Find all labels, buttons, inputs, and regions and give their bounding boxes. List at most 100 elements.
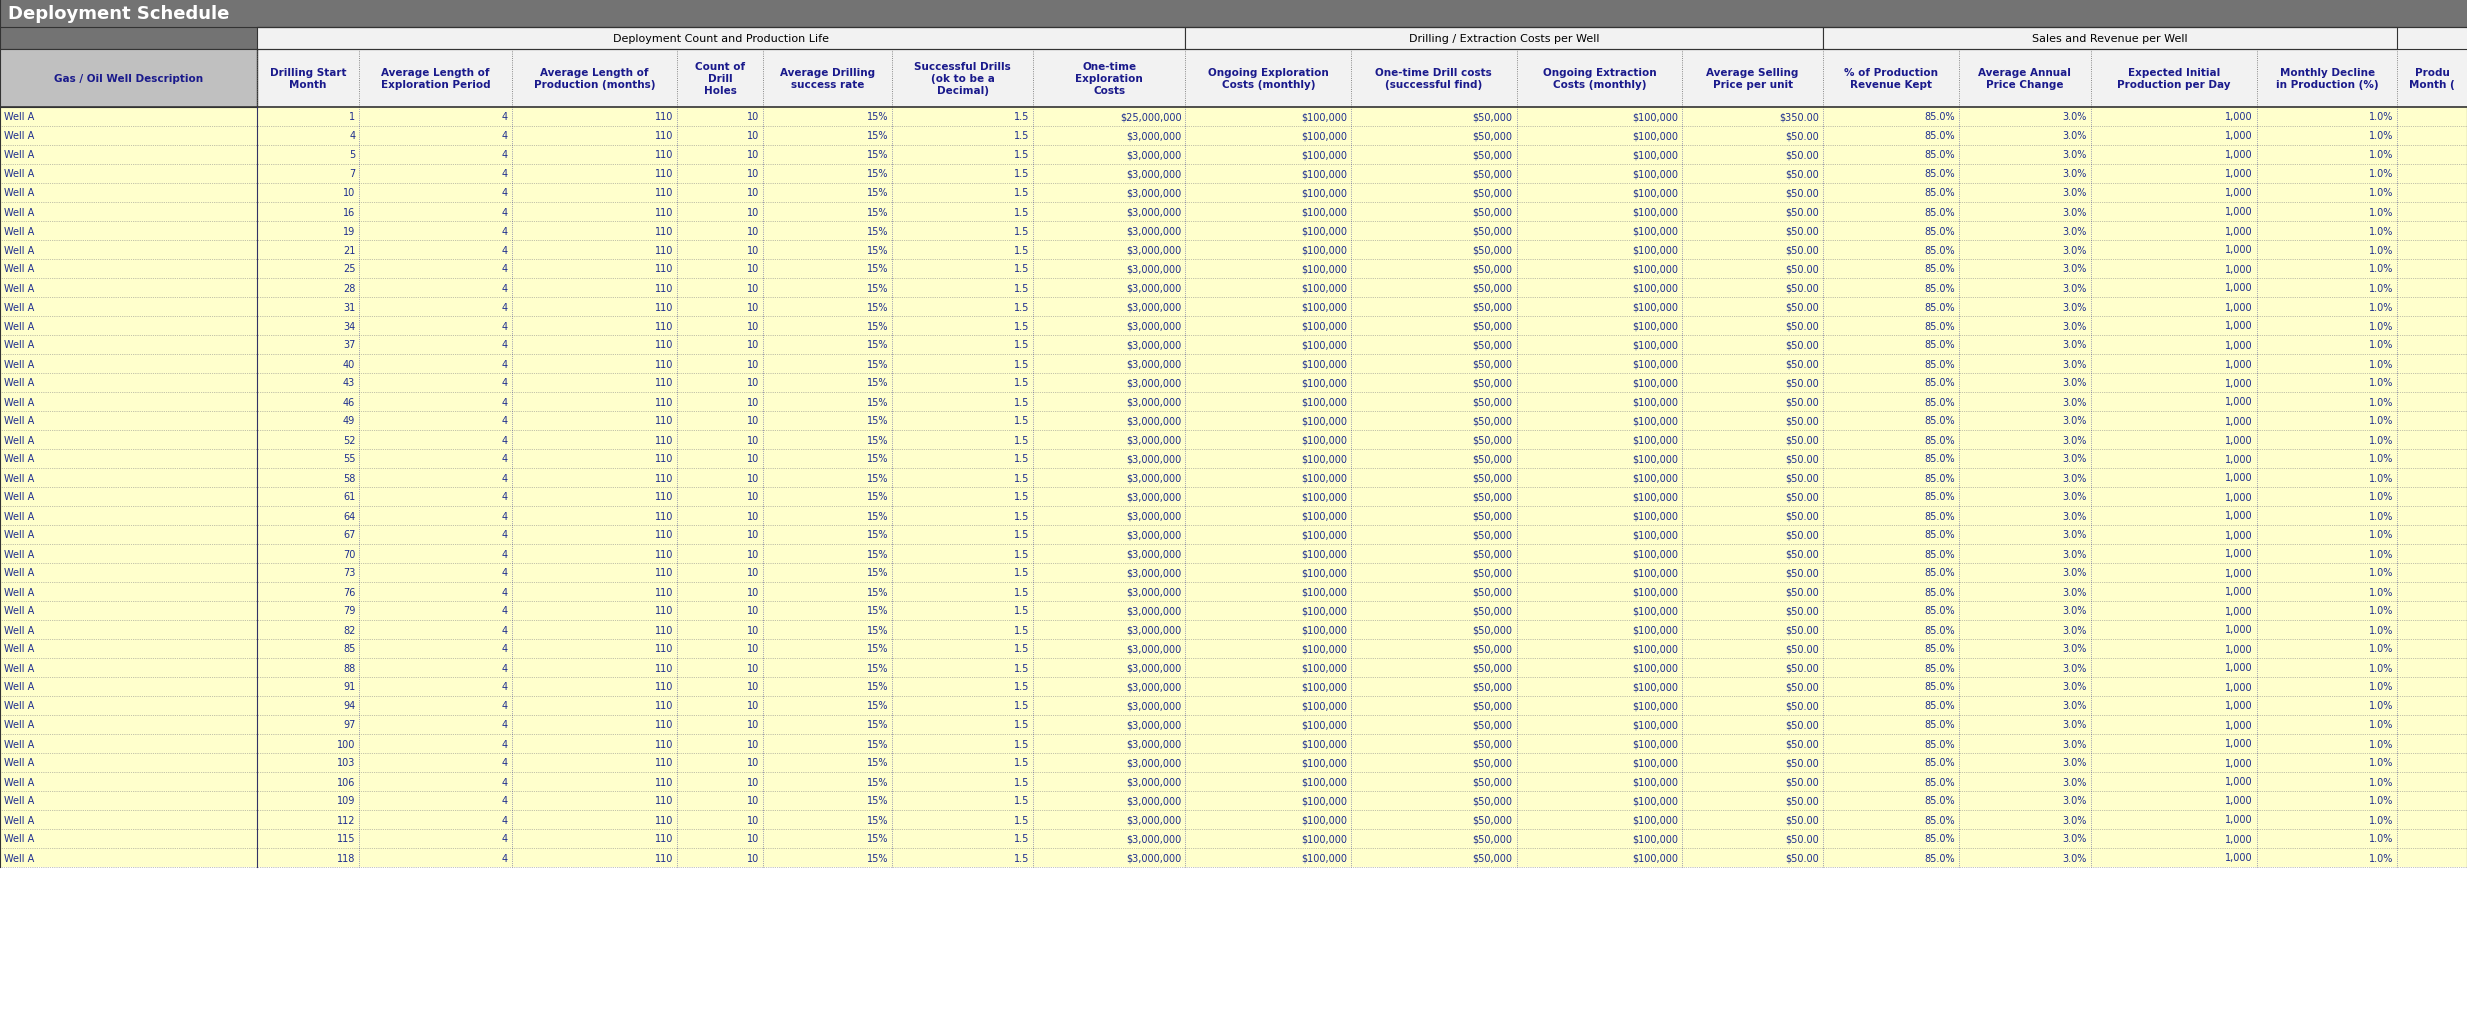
Text: $50.00: $50.00 <box>1786 169 1818 179</box>
Text: 110: 110 <box>654 511 673 521</box>
Text: 3.0%: 3.0% <box>2062 112 2087 122</box>
Text: 1,000: 1,000 <box>2225 776 2252 787</box>
Text: $3,000,000: $3,000,000 <box>1127 568 1182 578</box>
Text: $3,000,000: $3,000,000 <box>1127 207 1182 217</box>
Text: 1,000: 1,000 <box>2225 303 2252 312</box>
Text: $100,000: $100,000 <box>1300 473 1347 483</box>
Bar <box>0 50 257 108</box>
Text: 4: 4 <box>501 189 508 199</box>
Text: 110: 110 <box>654 359 673 369</box>
Text: Well A: Well A <box>5 226 35 236</box>
Bar <box>0 753 2467 772</box>
Text: 10: 10 <box>748 435 760 445</box>
Text: 10: 10 <box>748 207 760 217</box>
Bar <box>1352 50 1517 108</box>
Bar <box>1823 50 1959 108</box>
Text: 1.5: 1.5 <box>1014 303 1029 312</box>
Text: 1.0%: 1.0% <box>2368 606 2393 615</box>
Text: $50,000: $50,000 <box>1473 416 1512 426</box>
Text: 3.0%: 3.0% <box>2062 454 2087 464</box>
Text: 16: 16 <box>343 207 355 217</box>
Bar <box>0 374 2467 392</box>
Text: 85.0%: 85.0% <box>1924 303 1954 312</box>
Text: 3.0%: 3.0% <box>2062 644 2087 654</box>
Text: 85.0%: 85.0% <box>1924 644 1954 654</box>
Text: $100,000: $100,000 <box>1633 359 1678 369</box>
Text: 1.0%: 1.0% <box>2368 359 2393 369</box>
Text: 110: 110 <box>654 587 673 597</box>
Text: $3,000,000: $3,000,000 <box>1127 739 1182 749</box>
Text: $50.00: $50.00 <box>1786 834 1818 844</box>
Text: Well A: Well A <box>5 834 35 844</box>
Text: 3.0%: 3.0% <box>2062 530 2087 540</box>
Text: $100,000: $100,000 <box>1633 473 1678 483</box>
Text: 1,000: 1,000 <box>2225 701 2252 711</box>
Text: Well A: Well A <box>5 492 35 502</box>
Text: 15%: 15% <box>866 359 888 369</box>
Text: Well A: Well A <box>5 321 35 331</box>
Text: Well A: Well A <box>5 530 35 540</box>
Text: 4: 4 <box>501 207 508 217</box>
Text: $50.00: $50.00 <box>1786 682 1818 692</box>
Text: 40: 40 <box>343 359 355 369</box>
Text: $50,000: $50,000 <box>1473 739 1512 749</box>
Text: 110: 110 <box>654 151 673 160</box>
Text: 85.0%: 85.0% <box>1924 834 1954 844</box>
Bar <box>2257 50 2398 108</box>
Text: 1.5: 1.5 <box>1014 246 1029 255</box>
Text: 1.5: 1.5 <box>1014 644 1029 654</box>
Text: 1,000: 1,000 <box>2225 151 2252 160</box>
Text: 4: 4 <box>501 454 508 464</box>
Bar <box>0 28 257 50</box>
Text: 1,000: 1,000 <box>2225 378 2252 388</box>
Bar <box>1034 50 1187 108</box>
Text: 3.0%: 3.0% <box>2062 796 2087 806</box>
Text: $50.00: $50.00 <box>1786 530 1818 540</box>
Text: 15%: 15% <box>866 719 888 730</box>
Text: Successful Drills
(ok to be a
Decimal): Successful Drills (ok to be a Decimal) <box>915 61 1011 97</box>
Bar <box>2398 50 2467 108</box>
Text: 85.0%: 85.0% <box>1924 815 1954 824</box>
Text: 1.0%: 1.0% <box>2368 397 2393 408</box>
Text: $100,000: $100,000 <box>1633 796 1678 806</box>
Bar <box>0 829 2467 848</box>
Text: 15%: 15% <box>866 416 888 426</box>
Text: 10: 10 <box>748 776 760 787</box>
Text: 1.5: 1.5 <box>1014 131 1029 142</box>
Bar <box>0 165 2467 183</box>
Text: $50.00: $50.00 <box>1786 473 1818 483</box>
Text: 4: 4 <box>501 321 508 331</box>
Text: $3,000,000: $3,000,000 <box>1127 492 1182 502</box>
Bar <box>0 564 2467 583</box>
Text: 4: 4 <box>501 549 508 559</box>
Text: 3.0%: 3.0% <box>2062 625 2087 635</box>
Text: 85.0%: 85.0% <box>1924 796 1954 806</box>
Text: $50.00: $50.00 <box>1786 625 1818 635</box>
Text: $100,000: $100,000 <box>1633 606 1678 615</box>
Text: 3.0%: 3.0% <box>2062 207 2087 217</box>
Text: 110: 110 <box>654 606 673 615</box>
Text: 1.5: 1.5 <box>1014 549 1029 559</box>
Text: 10: 10 <box>748 189 760 199</box>
Text: 1.0%: 1.0% <box>2368 682 2393 692</box>
Text: 3.0%: 3.0% <box>2062 511 2087 521</box>
Text: 110: 110 <box>654 701 673 711</box>
Text: $100,000: $100,000 <box>1300 303 1347 312</box>
Text: 1.5: 1.5 <box>1014 492 1029 502</box>
Text: 1,000: 1,000 <box>2225 834 2252 844</box>
Text: $25,000,000: $25,000,000 <box>1120 112 1182 122</box>
Text: 10: 10 <box>748 359 760 369</box>
Text: Expected Initial
Production per Day: Expected Initial Production per Day <box>2117 67 2230 90</box>
Text: 3.0%: 3.0% <box>2062 246 2087 255</box>
Text: $100,000: $100,000 <box>1300 435 1347 445</box>
Text: 110: 110 <box>654 682 673 692</box>
Text: 10: 10 <box>748 834 760 844</box>
Text: 3.0%: 3.0% <box>2062 758 2087 767</box>
Text: $100,000: $100,000 <box>1300 131 1347 142</box>
Text: $100,000: $100,000 <box>1633 815 1678 824</box>
Text: $50,000: $50,000 <box>1473 454 1512 464</box>
Text: $100,000: $100,000 <box>1300 739 1347 749</box>
Text: 1,000: 1,000 <box>2225 112 2252 122</box>
Text: 15%: 15% <box>866 587 888 597</box>
Text: Well A: Well A <box>5 682 35 692</box>
